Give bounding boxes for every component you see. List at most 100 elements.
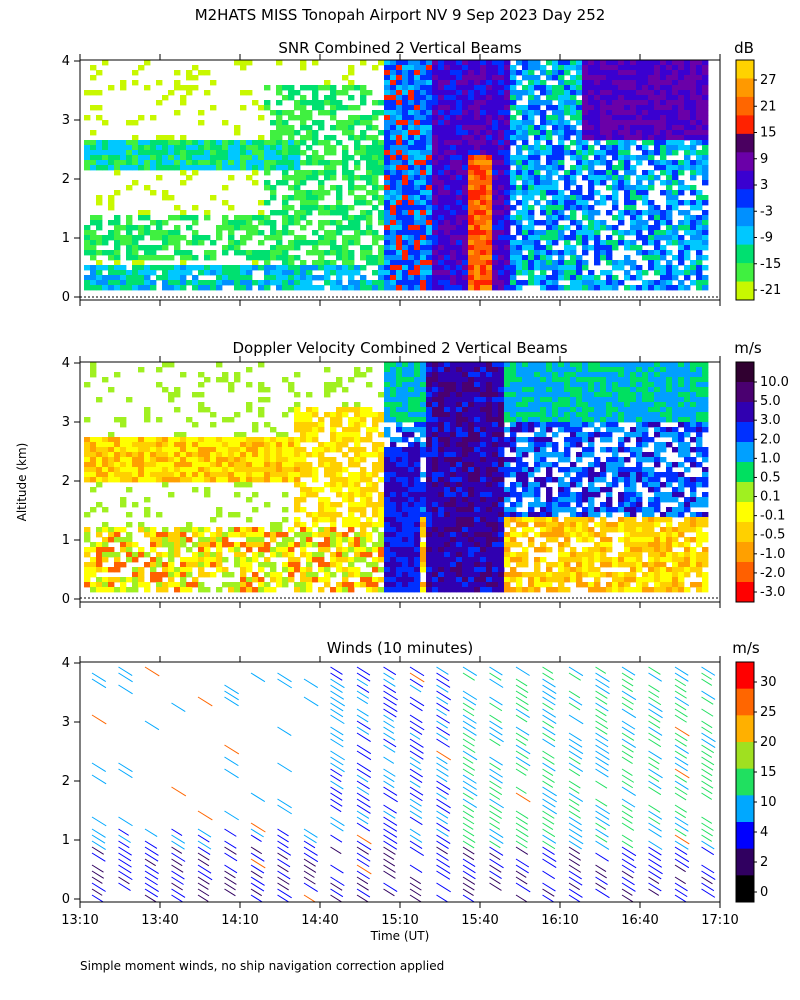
heatmap-cell	[204, 477, 211, 483]
heatmap-cell	[522, 195, 529, 201]
heatmap-cell	[276, 527, 283, 533]
heatmap-cell	[378, 235, 385, 241]
heatmap-cell	[330, 507, 337, 513]
heatmap-cell	[408, 397, 415, 403]
heatmap-cell	[492, 145, 499, 151]
heatmap-cell	[534, 145, 541, 151]
heatmap-cell	[330, 562, 337, 568]
heatmap-cell	[96, 472, 103, 478]
heatmap-cell	[336, 562, 343, 568]
heatmap-cell	[384, 105, 391, 111]
heatmap-cell	[270, 462, 277, 468]
heatmap-cell	[552, 105, 559, 111]
heatmap-cell	[300, 422, 307, 428]
heatmap-cell	[636, 210, 643, 216]
heatmap-cell	[468, 100, 475, 106]
heatmap-cell	[264, 270, 271, 276]
heatmap-cell	[396, 462, 403, 468]
heatmap-cell	[294, 180, 301, 186]
heatmap-cell	[444, 185, 451, 191]
heatmap-cell	[396, 245, 403, 251]
heatmap-cell	[390, 377, 397, 383]
heatmap-cell	[618, 85, 625, 91]
heatmap-cell	[438, 280, 445, 286]
heatmap-cell	[444, 205, 451, 211]
heatmap-cell	[408, 170, 415, 176]
heatmap-cell	[378, 255, 385, 261]
heatmap-cell	[228, 150, 235, 156]
heatmap-cell	[348, 422, 355, 428]
heatmap-cell	[504, 220, 511, 226]
heatmap-cell	[426, 175, 433, 181]
heatmap-cell	[420, 230, 427, 236]
heatmap-cell	[360, 477, 367, 483]
heatmap-cell	[678, 170, 685, 176]
heatmap-cell	[534, 255, 541, 261]
heatmap-cell	[246, 160, 253, 166]
heatmap-cell	[570, 170, 577, 176]
heatmap-cell	[402, 472, 409, 478]
heatmap-cell	[354, 557, 361, 563]
heatmap-cell	[84, 442, 91, 448]
heatmap-cell	[342, 255, 349, 261]
heatmap-cell	[300, 467, 307, 473]
heatmap-cell	[630, 140, 637, 146]
heatmap-cell	[234, 437, 241, 443]
heatmap-cell	[180, 437, 187, 443]
heatmap-cell	[606, 80, 613, 86]
heatmap-cell	[228, 442, 235, 448]
heatmap-cell	[642, 255, 649, 261]
heatmap-cell	[516, 255, 523, 261]
heatmap-cell	[288, 280, 295, 286]
heatmap-cell	[552, 210, 559, 216]
heatmap-cell	[546, 95, 553, 101]
heatmap-cell	[174, 80, 181, 86]
heatmap-cell	[300, 95, 307, 101]
heatmap-cell	[522, 120, 529, 126]
heatmap-cell	[492, 155, 499, 161]
heatmap-cell	[306, 210, 313, 216]
heatmap-cell	[354, 372, 361, 378]
heatmap-cell	[108, 452, 115, 458]
heatmap-cell	[258, 165, 265, 171]
heatmap-cell	[360, 130, 367, 136]
heatmap-cell	[390, 452, 397, 458]
heatmap-cell	[102, 165, 109, 171]
heatmap-cell	[648, 115, 655, 121]
heatmap-cell	[510, 135, 517, 141]
heatmap-cell	[414, 90, 421, 96]
heatmap-cell	[126, 255, 133, 261]
heatmap-cell	[426, 422, 433, 428]
heatmap-cell	[576, 115, 583, 121]
heatmap-cell	[462, 205, 469, 211]
heatmap-cell	[636, 235, 643, 241]
heatmap-cell	[414, 417, 421, 423]
heatmap-cell	[414, 80, 421, 86]
heatmap-cell	[612, 200, 619, 206]
heatmap-cell	[96, 195, 103, 201]
heatmap-cell	[426, 392, 433, 398]
heatmap-cell	[198, 542, 205, 548]
heatmap-cell	[672, 80, 679, 86]
heatmap-cell	[234, 130, 241, 136]
heatmap-cell	[492, 90, 499, 96]
heatmap-cell	[414, 270, 421, 276]
heatmap-cell	[636, 225, 643, 231]
heatmap-cell	[234, 125, 241, 131]
heatmap-cell	[414, 547, 421, 553]
heatmap-cell	[348, 542, 355, 548]
heatmap-cell	[408, 245, 415, 251]
heatmap-cell	[402, 517, 409, 523]
heatmap-cell	[114, 472, 121, 478]
heatmap-cell	[246, 557, 253, 563]
heatmap-cell	[174, 275, 181, 281]
heatmap-cell	[666, 100, 673, 106]
heatmap-cell	[414, 225, 421, 231]
heatmap-cell	[258, 362, 265, 368]
heatmap-cell	[264, 562, 271, 568]
heatmap-cell	[438, 467, 445, 473]
heatmap-cell	[558, 165, 565, 171]
heatmap-cell	[624, 90, 631, 96]
heatmap-cell	[186, 215, 193, 221]
heatmap-cell	[660, 105, 667, 111]
